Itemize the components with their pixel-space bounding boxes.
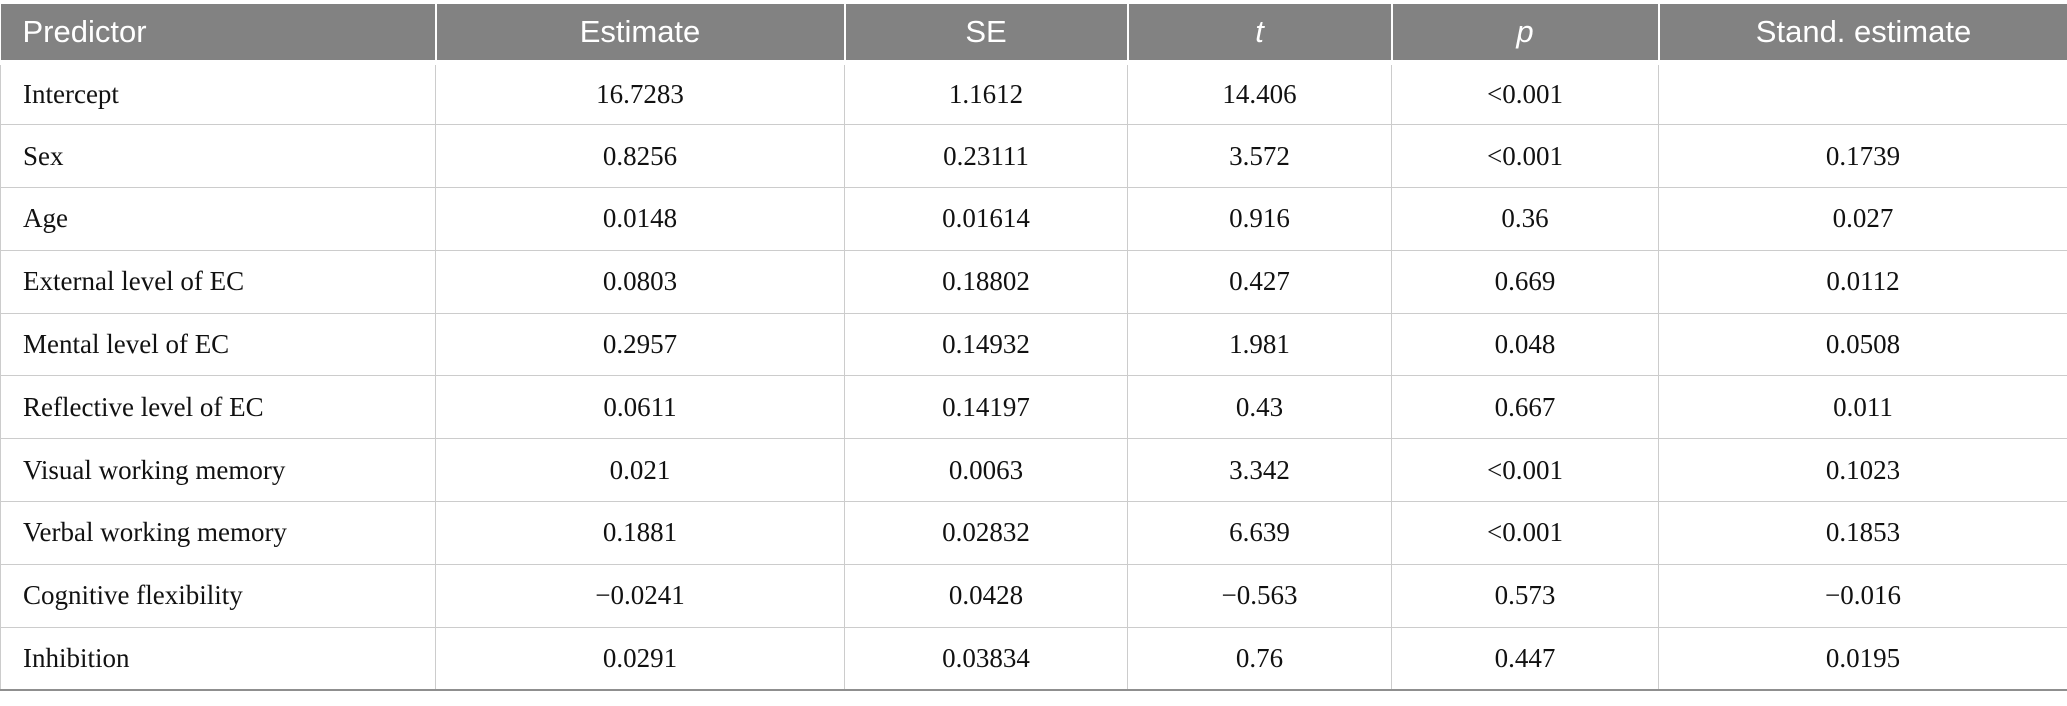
cell-stand-estimate: 0.027	[1658, 187, 2067, 251]
header-row: Predictor Estimate SE t p Stand. estimat…	[0, 4, 2067, 65]
cell-estimate: 0.2957	[435, 313, 845, 377]
cell-estimate: 0.0611	[435, 375, 845, 440]
cell-predictor: Intercept	[0, 61, 436, 126]
col-header-p: p	[1391, 4, 1660, 65]
table-row: External level of EC 0.0803 0.18802 0.427 0.…	[0, 250, 2067, 314]
cell-t: 6.639	[1127, 501, 1392, 565]
cell-se: 0.0063	[844, 438, 1128, 503]
cell-t: 0.916	[1127, 187, 1392, 251]
cell-p: 0.667	[1391, 375, 1659, 440]
cell-p: 0.573	[1391, 564, 1659, 628]
cell-estimate: 0.1881	[435, 501, 845, 565]
cell-stand-estimate	[1658, 61, 2067, 126]
cell-predictor: Age	[0, 187, 436, 251]
cell-se: 1.1612	[844, 61, 1128, 126]
col-header-stand-estimate: Stand. estimate	[1658, 4, 2067, 65]
cell-estimate: 0.0148	[435, 187, 845, 251]
cell-p: 0.447	[1391, 627, 1659, 690]
table-row: Reflective level of EC 0.0611 0.14197 0.43 0…	[0, 375, 2067, 440]
cell-estimate: 0.0803	[435, 250, 845, 314]
table-row: Mental level of EC 0.2957 0.14932 1.981 0.04…	[0, 313, 2067, 377]
cell-t: −0.563	[1127, 564, 1392, 628]
col-header-se: SE	[844, 4, 1129, 65]
cell-estimate: 0.021	[435, 438, 845, 503]
table-row: Visual working memory 0.021 0.0063 3.342 <0.…	[0, 438, 2067, 503]
cell-se: 0.01614	[844, 187, 1128, 251]
table-row: Cognitive flexibility −0.0241 0.0428 −0.563…	[0, 564, 2067, 628]
col-header-predictor: Predictor	[0, 4, 437, 65]
cell-t: 3.572	[1127, 124, 1392, 189]
cell-p: 0.36	[1391, 187, 1659, 251]
cell-predictor: External level of EC	[0, 250, 436, 314]
cell-p: <0.001	[1391, 501, 1659, 565]
cell-predictor: Verbal working memory	[0, 501, 436, 565]
cell-t: 0.43	[1127, 375, 1392, 440]
table-row: Intercept 16.7283 1.1612 14.406 <0.001	[0, 61, 2067, 126]
cell-estimate: 0.8256	[435, 124, 845, 189]
table-row: Verbal working memory 0.1881 0.02832 6.639 <…	[0, 501, 2067, 565]
cell-stand-estimate: 0.1023	[1658, 438, 2067, 503]
cell-predictor: Sex	[0, 124, 436, 189]
cell-predictor: Mental level of EC	[0, 313, 436, 377]
cell-predictor: Inhibition	[0, 627, 436, 690]
table-row: Age 0.0148 0.01614 0.916 0.36 0.027	[0, 187, 2067, 251]
cell-se: 0.18802	[844, 250, 1128, 314]
cell-stand-estimate: 0.011	[1658, 375, 2067, 440]
cell-t: 1.981	[1127, 313, 1392, 377]
col-header-t: t	[1127, 4, 1393, 65]
cell-p: <0.001	[1391, 124, 1659, 189]
cell-estimate: 0.0291	[435, 627, 845, 690]
col-header-estimate: Estimate	[435, 4, 846, 65]
cell-se: 0.23111	[844, 124, 1128, 189]
cell-estimate: −0.0241	[435, 564, 845, 628]
cell-stand-estimate: 0.0195	[1658, 627, 2067, 690]
cell-se: 0.14197	[844, 375, 1128, 440]
cell-stand-estimate: 0.1739	[1658, 124, 2067, 189]
cell-predictor: Reflective level of EC	[0, 375, 436, 440]
cell-predictor: Cognitive flexibility	[0, 564, 436, 628]
regression-results-table: Predictor Estimate SE t p Stand. estimat…	[0, 4, 2067, 691]
cell-t: 14.406	[1127, 61, 1392, 126]
cell-p: 0.669	[1391, 250, 1659, 314]
table-row: Inhibition 0.0291 0.03834 0.76 0.447 0.0195	[0, 627, 2067, 690]
cell-t: 3.342	[1127, 438, 1392, 503]
cell-se: 0.0428	[844, 564, 1128, 628]
cell-p: <0.001	[1391, 438, 1659, 503]
cell-se: 0.02832	[844, 501, 1128, 565]
cell-stand-estimate: 0.0508	[1658, 313, 2067, 377]
cell-estimate: 16.7283	[435, 61, 845, 126]
cell-stand-estimate: 0.0112	[1658, 250, 2067, 314]
cell-predictor: Visual working memory	[0, 438, 436, 503]
cell-t: 0.76	[1127, 627, 1392, 690]
cell-p: 0.048	[1391, 313, 1659, 377]
cell-stand-estimate: 0.1853	[1658, 501, 2067, 565]
cell-p: <0.001	[1391, 61, 1659, 126]
cell-se: 0.14932	[844, 313, 1128, 377]
cell-t: 0.427	[1127, 250, 1392, 314]
cell-se: 0.03834	[844, 627, 1128, 690]
table-row: Sex 0.8256 0.23111 3.572 <0.001 0.1739	[0, 124, 2067, 189]
cell-stand-estimate: −0.016	[1658, 564, 2067, 628]
